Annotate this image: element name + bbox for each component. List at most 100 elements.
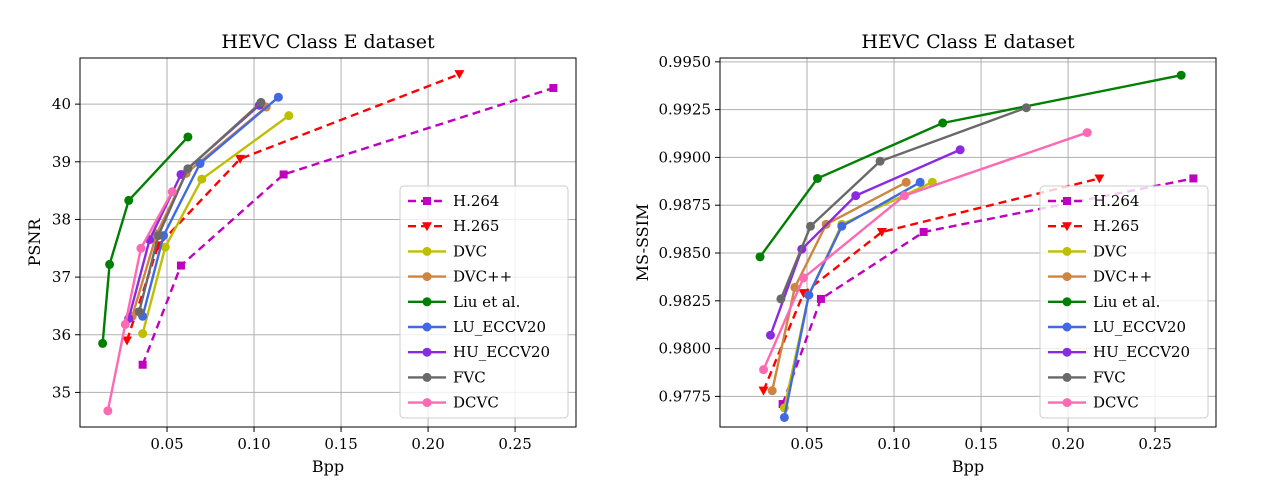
legend-item: LU_ECCV20	[408, 318, 546, 336]
data-point	[765, 330, 775, 340]
y-tick-label: 35	[52, 383, 71, 401]
data-point	[136, 243, 146, 253]
legend-marker	[1062, 222, 1072, 232]
x-tick-label: 0.05	[150, 435, 183, 453]
data-point	[901, 177, 911, 187]
legend-item: HU_ECCV20	[1048, 343, 1190, 361]
legend-marker	[1062, 322, 1072, 332]
x-axis-label: Bpp	[952, 457, 984, 476]
legend-label: HU_ECCV20	[1093, 343, 1190, 361]
legend-label: DVC	[1093, 242, 1127, 260]
legend-item: Liu et al.	[1048, 293, 1160, 311]
y-tick-label: 38	[52, 210, 71, 228]
data-point	[183, 132, 193, 142]
data-point	[160, 242, 170, 252]
x-tick-label: 0.20	[1051, 435, 1084, 453]
legend-label: H.265	[1093, 217, 1139, 235]
legend-label: LU_ECCV20	[453, 318, 546, 336]
axes-frame	[79, 57, 577, 428]
data-point	[1094, 174, 1105, 184]
legend-item: DVC++	[408, 268, 512, 286]
data-point	[273, 92, 283, 102]
data-point	[837, 221, 847, 231]
axes-frame	[719, 57, 1217, 428]
data-point	[1176, 70, 1186, 80]
legend-item: H.265	[408, 217, 499, 235]
series-dcvc	[103, 187, 177, 416]
legend: H.264 H.265 DVC DVC++ Liu et al. LU_ECCV20 HU_…	[399, 185, 569, 419]
legend-label: DVC++	[453, 268, 512, 286]
series-line	[759, 74, 1182, 258]
series-line	[101, 136, 189, 344]
legend-marker	[1062, 398, 1072, 408]
data-point	[105, 259, 115, 269]
series-line	[131, 106, 267, 317]
data-point	[183, 164, 193, 174]
x-axis-label: Bpp	[312, 457, 344, 476]
x-tick-label: 0.25	[498, 435, 531, 453]
data-point	[153, 231, 163, 241]
data-point	[98, 338, 108, 348]
y-tick-label: 0.9850	[659, 244, 712, 262]
series-line	[141, 96, 280, 317]
data-point	[235, 154, 246, 164]
legend-label: FVC	[1093, 368, 1126, 386]
y-tick-label: 0.9800	[659, 340, 712, 358]
x-tick-label: 0.10	[237, 435, 270, 453]
legend-marker	[422, 372, 432, 382]
y-tick-label: 0.9900	[659, 148, 712, 166]
legend-item: DVC++	[1048, 268, 1152, 286]
data-point	[938, 118, 948, 128]
series-line	[141, 86, 554, 366]
legend-item: H.265	[1048, 217, 1139, 235]
y-tick-label: 0.9825	[659, 292, 712, 310]
data-point	[798, 289, 809, 299]
data-point	[759, 365, 769, 375]
y-tick-label: 0.9775	[659, 387, 712, 405]
series-liu-et-al-	[98, 132, 193, 348]
y-tick-label: 39	[52, 153, 71, 171]
legend-marker	[1062, 372, 1072, 382]
data-point	[284, 111, 294, 121]
legend-item: Liu et al.	[408, 293, 520, 311]
x-tick-label: 0.20	[411, 435, 444, 453]
y-axis-label: MS-SSIM	[633, 204, 652, 282]
legend-marker	[1063, 197, 1071, 205]
series-dvc	[138, 111, 294, 339]
y-tick-label: 0.9875	[659, 196, 712, 214]
data-point	[1021, 103, 1031, 113]
y-tick-label: 37	[52, 268, 71, 286]
legend-item: DCVC	[1048, 394, 1139, 412]
series-line	[125, 73, 460, 341]
data-point	[197, 174, 207, 184]
legend-marker	[422, 246, 432, 256]
data-point	[816, 294, 825, 303]
data-point	[121, 336, 132, 346]
legend-label: Liu et al.	[1093, 293, 1160, 311]
legend-marker	[1062, 347, 1072, 357]
legend-marker	[422, 297, 432, 307]
legend-item: HU_ECCV20	[408, 343, 550, 361]
series-line	[769, 148, 961, 336]
data-point	[758, 386, 769, 396]
series-line	[106, 191, 174, 412]
data-point	[138, 360, 147, 369]
legend-item: DCVC	[408, 394, 499, 412]
series-line	[771, 181, 907, 391]
x-tick-label: 0.15	[964, 435, 997, 453]
legend: H.264 H.265 DVC DVC++ Liu et al. LU_ECCV20 HU_…	[1039, 185, 1209, 419]
legend-label: DCVC	[453, 394, 499, 412]
data-point	[899, 191, 909, 201]
legend-item: H.264	[408, 192, 499, 210]
x-tick-label: 0.10	[877, 435, 910, 453]
chart-title: HEVC Class E dataset	[221, 31, 435, 53]
legend-item: DVC	[408, 242, 487, 260]
series-dcvc	[759, 128, 1092, 375]
legend-item: FVC	[1048, 368, 1126, 386]
data-point	[805, 221, 815, 231]
legend-item: DVC	[1048, 242, 1127, 260]
data-point	[134, 307, 144, 317]
series-fvc	[134, 97, 266, 317]
legend-label: H.264	[453, 192, 499, 210]
legend-item: FVC	[408, 368, 486, 386]
